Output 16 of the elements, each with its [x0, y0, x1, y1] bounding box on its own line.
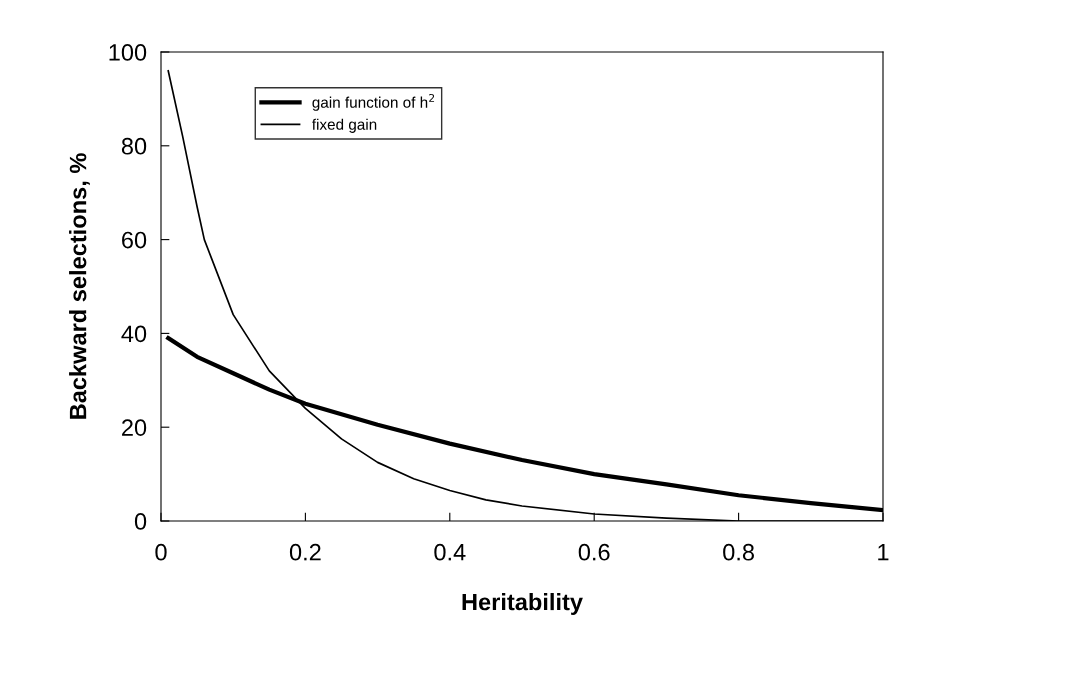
- legend-label: gain function of h$^{2}$: [312, 93, 435, 111]
- y-tick-label: 0: [134, 513, 147, 530]
- x-tick-label: 0.8: [723, 543, 754, 561]
- x-tick-label: 1: [878, 544, 889, 561]
- y-tick-label: 100: [109, 44, 147, 61]
- x-tick-label: 0: [155, 543, 167, 561]
- x-tick-label: 0.4: [434, 543, 466, 561]
- y-tick-label: 60: [122, 231, 147, 249]
- y-tick-label: 80: [121, 137, 147, 155]
- y-axis-title: Backward selections, %: [69, 153, 90, 419]
- x-axis-title: Heritability: [462, 593, 583, 616]
- legend-label: fixed gain: [312, 118, 377, 133]
- x-tick-label: 0.6: [578, 543, 610, 561]
- y-tick-label: 20: [122, 419, 147, 436]
- y-tick-label: 40: [121, 325, 147, 343]
- x-tick-label: 0.2: [289, 543, 321, 561]
